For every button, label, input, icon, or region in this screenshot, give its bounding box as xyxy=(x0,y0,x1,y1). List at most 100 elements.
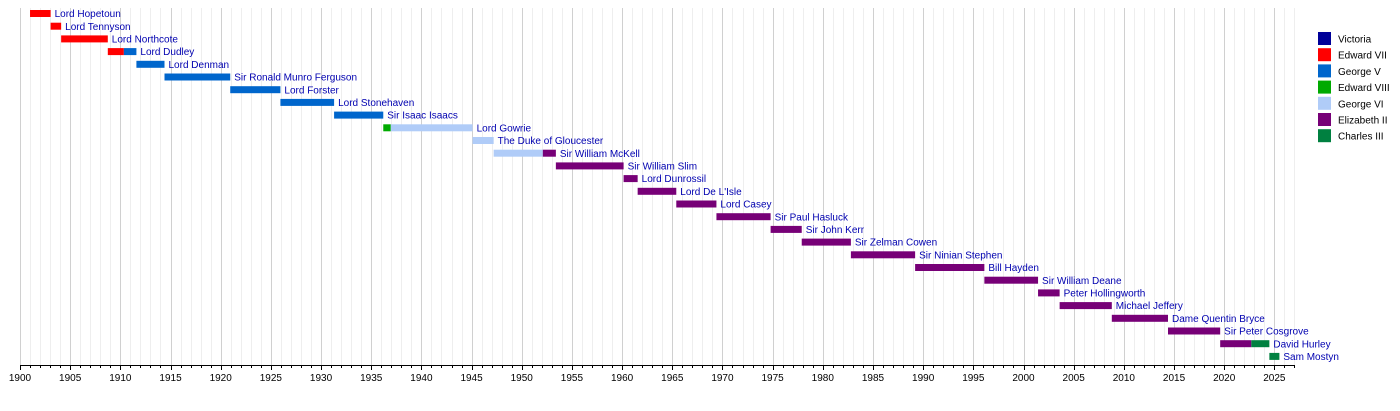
governor-label: Lord Tennyson xyxy=(65,22,130,33)
legend-label: Charles III xyxy=(1338,132,1384,143)
tenure-bar xyxy=(164,73,231,81)
tenure-bar xyxy=(280,98,335,106)
tenure-bar xyxy=(542,149,556,157)
governor-label: The Duke of Gloucester xyxy=(498,136,604,147)
governor-label: Sir Isaac Isaacs xyxy=(387,111,458,122)
x-tick-label: 1905 xyxy=(59,373,82,384)
governor-label: Lord Gowrie xyxy=(477,123,532,134)
x-tick-label: 1965 xyxy=(661,373,684,384)
x-tick-label: 2010 xyxy=(1113,373,1136,384)
x-tick-label: 2015 xyxy=(1163,373,1186,384)
x-tick-label: 1975 xyxy=(762,373,785,384)
tenure-bar xyxy=(1168,327,1221,335)
governor-label: Lord Casey xyxy=(720,200,771,211)
governor-label: Sir William Deane xyxy=(1042,276,1122,287)
tenure-bar xyxy=(984,276,1039,284)
governor-label: Sir Ronald Munro Ferguson xyxy=(234,73,357,84)
x-tick-label: 2020 xyxy=(1213,373,1236,384)
governor-labels: Lord Hopetoun Lord Tennyson Lord Northcote… xyxy=(55,9,1339,363)
x-tick-label: 2025 xyxy=(1263,373,1286,384)
tenure-bar xyxy=(801,238,851,246)
tenure-bar xyxy=(1059,302,1112,310)
x-tick-label: 1940 xyxy=(410,373,433,384)
governor-label: Lord Dudley xyxy=(140,47,194,58)
governor-label: Sir Paul Hasluck xyxy=(775,212,849,223)
tenure-bar xyxy=(1038,289,1060,297)
legend-swatch xyxy=(1318,32,1331,45)
x-tick-label: 1960 xyxy=(611,373,634,384)
governor-label: Lord Denman xyxy=(169,60,230,71)
tenure-bar xyxy=(334,111,384,119)
x-axis: 1900 1905 1910 1915 1920 1925 1930 1935 1940 1945… xyxy=(9,365,1295,384)
governor-label: Lord Northcote xyxy=(112,35,179,46)
governor-label: Dame Quentin Bryce xyxy=(1172,314,1265,325)
x-tick-label: 1930 xyxy=(310,373,333,384)
legend-swatch xyxy=(1318,48,1331,62)
tenure-bar xyxy=(230,86,281,94)
legend-swatch xyxy=(1318,129,1331,143)
tenure-bar xyxy=(50,22,62,30)
governor-label: Sir William McKell xyxy=(560,149,640,160)
governor-label: Sam Mostyn xyxy=(1283,352,1339,363)
governor-label: Sir Ninian Stephen xyxy=(919,250,1002,261)
tenure-bar xyxy=(1269,352,1280,360)
x-tick-label: 2000 xyxy=(1012,373,1035,384)
legend: Victoria Edward VII George V Edward VIII Geo… xyxy=(1318,32,1390,143)
governor-label: Lord Forster xyxy=(284,85,339,96)
legend-swatch xyxy=(1318,96,1331,110)
tenure-bar xyxy=(123,48,137,56)
governor-label: Sir John Kerr xyxy=(806,225,865,236)
x-tick-label: 1970 xyxy=(711,373,734,384)
tenure-bar xyxy=(770,225,802,233)
legend-label: Edward VII xyxy=(1338,51,1387,62)
x-tick-label: 1955 xyxy=(561,373,584,384)
tenure-bar xyxy=(472,137,494,144)
legend-swatch xyxy=(1318,64,1331,78)
legend-label: George VI xyxy=(1338,99,1384,110)
governor-label: Lord Dunrossil xyxy=(642,174,706,185)
grid xyxy=(20,8,1295,365)
tenure-bar xyxy=(1251,340,1270,348)
legend-swatch xyxy=(1318,80,1331,94)
legend-label: Edward VIII xyxy=(1338,83,1390,94)
tenure-bar xyxy=(637,187,677,195)
x-tick-label: 1915 xyxy=(159,373,182,384)
tenure-bar xyxy=(555,162,624,170)
x-tick-label: 1980 xyxy=(812,373,835,384)
x-tick-label: 1985 xyxy=(862,373,885,384)
governor-label: Lord Stonehaven xyxy=(338,98,414,109)
tenure-bar xyxy=(1220,340,1252,348)
x-tick-label: 2005 xyxy=(1063,373,1086,384)
tenure-bar xyxy=(383,124,391,132)
governor-label: Bill Hayden xyxy=(988,263,1039,274)
tenure-bar xyxy=(136,60,165,68)
tenure-bar xyxy=(61,35,108,43)
governor-label: Lord Hopetoun xyxy=(55,9,121,20)
governor-label: Sir Peter Cosgrove xyxy=(1224,327,1309,338)
x-tick-label: 1990 xyxy=(912,373,935,384)
governor-label: David Hurley xyxy=(1273,339,1330,350)
governor-label: Sir William Slim xyxy=(628,162,697,173)
x-tick-label: 1925 xyxy=(260,373,283,384)
legend-label: Victoria xyxy=(1338,35,1372,46)
x-tick-label: 1900 xyxy=(9,373,32,384)
tenure-bar xyxy=(915,264,985,271)
x-tick-label: 1950 xyxy=(511,373,534,384)
governor-label: Lord De L'Isle xyxy=(680,187,742,198)
x-tick-label: 1945 xyxy=(460,373,483,384)
legend-swatch xyxy=(1318,113,1331,126)
tenure-bar xyxy=(623,175,638,183)
tenure-bar xyxy=(390,124,473,132)
legend-label: George V xyxy=(1338,67,1381,78)
tenure-bar xyxy=(493,149,543,157)
x-tick-label: 1910 xyxy=(109,373,132,384)
tenure-bar xyxy=(107,48,124,56)
tenure-bar xyxy=(30,10,51,17)
governor-label: Peter Hollingworth xyxy=(1064,289,1146,300)
tenure-bar xyxy=(716,213,771,221)
governor-label: Michael Jeffery xyxy=(1116,301,1183,312)
x-tick-label: 1995 xyxy=(962,373,985,384)
x-tick-label: 1920 xyxy=(210,373,233,384)
tenure-bar xyxy=(850,251,916,259)
